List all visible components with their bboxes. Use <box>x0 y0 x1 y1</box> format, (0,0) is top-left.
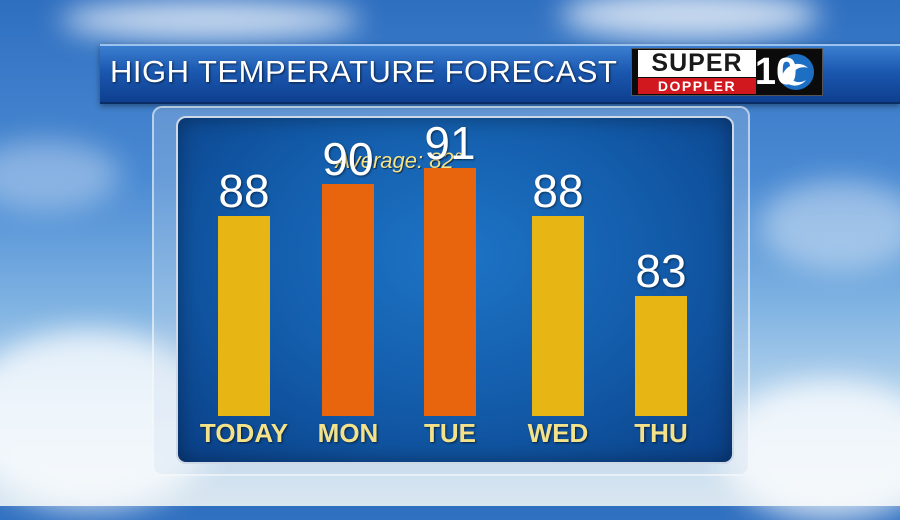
weather-graphic: { "header": { "title": "HIGH TEMPERATURE… <box>0 0 900 506</box>
bar-wed <box>532 216 584 416</box>
value-label: 88 <box>532 165 584 217</box>
category-label: WED <box>527 418 589 448</box>
bar-mon <box>322 184 374 416</box>
value-label: 90 <box>322 133 374 185</box>
average-annotation: Average: 82° <box>335 148 463 173</box>
value-label: 91 <box>424 117 476 169</box>
bar-today <box>218 216 270 416</box>
cloud <box>760 180 900 270</box>
bar-thu <box>635 296 687 416</box>
category-label: THU <box>634 418 688 448</box>
cloud <box>60 0 360 40</box>
logo-ten: 10 <box>755 50 820 94</box>
category-label: MON <box>317 418 379 448</box>
cloud <box>0 140 120 210</box>
category-label: TUE <box>424 418 476 448</box>
station-logo: SUPER DOPPLER 10 <box>631 48 823 96</box>
logo-number: 10 <box>754 51 798 93</box>
cloud <box>720 380 900 520</box>
page-title: HIGH TEMPERATURE FORECAST <box>110 54 618 89</box>
bar-tue <box>424 168 476 416</box>
value-label: 88 <box>218 165 270 217</box>
logo-super-text: SUPER <box>638 50 756 77</box>
category-label: TODAY <box>199 418 289 448</box>
value-label: 83 <box>635 245 687 297</box>
wave-icon <box>778 54 814 90</box>
logo-doppler-text: DOPPLER <box>638 78 756 94</box>
cloud <box>560 0 820 40</box>
